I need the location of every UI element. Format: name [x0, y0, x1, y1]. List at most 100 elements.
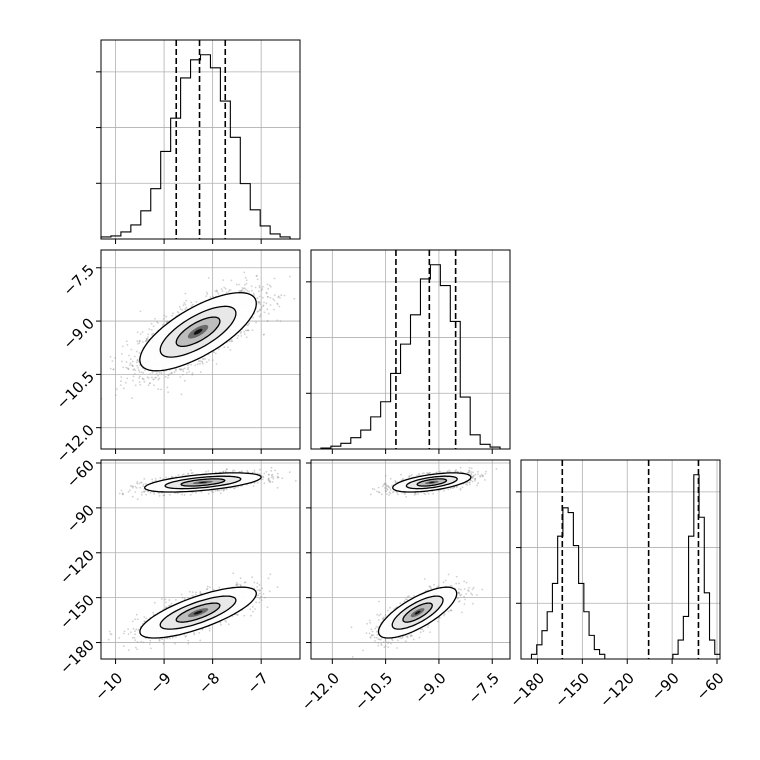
- sample-point: [214, 352, 217, 355]
- sample-point: [128, 489, 131, 492]
- sample-point: [170, 372, 173, 375]
- sample-point: [265, 302, 268, 305]
- sample-point: [182, 304, 185, 307]
- sample-point: [131, 365, 134, 367]
- sample-point: [158, 638, 161, 641]
- sample-point: [178, 305, 181, 308]
- sample-point: [118, 637, 121, 639]
- histogram-step: [311, 264, 510, 450]
- sample-point: [182, 473, 185, 476]
- sample-point: [252, 292, 255, 295]
- sample-point: [179, 369, 182, 371]
- sample-point: [256, 582, 259, 585]
- sample-point: [267, 287, 270, 290]
- sample-point: [262, 476, 265, 478]
- sample-point: [217, 292, 220, 295]
- sample-point: [181, 373, 184, 376]
- sample-point: [187, 366, 190, 369]
- sample-point: [136, 648, 138, 651]
- sample-point: [257, 589, 259, 591]
- sample-point: [281, 477, 284, 480]
- sample-point: [140, 493, 143, 496]
- sample-point: [115, 388, 118, 390]
- sample-point: [261, 288, 264, 291]
- sample-point: [223, 286, 226, 289]
- sample-point: [301, 575, 303, 577]
- sample-point: [162, 323, 164, 326]
- sample-point: [136, 350, 138, 353]
- sample-point: [205, 361, 208, 363]
- sample-point: [199, 360, 202, 362]
- sample-point: [153, 384, 156, 387]
- sample-point: [212, 588, 215, 591]
- sample-point: [181, 493, 184, 496]
- sample-point: [129, 485, 132, 487]
- sample-point: [151, 376, 153, 379]
- sample-point: [142, 483, 145, 486]
- sample-point: [266, 308, 269, 311]
- sample-point: [205, 470, 207, 473]
- sample-point: [269, 285, 272, 288]
- sample-point: [196, 363, 199, 366]
- sample-point: [256, 586, 258, 588]
- sample-point: [136, 498, 139, 500]
- sample-point: [252, 610, 254, 613]
- sample-point: [260, 599, 263, 602]
- sample-point: [266, 296, 269, 298]
- sample-point: [164, 375, 167, 378]
- sample-point: [110, 633, 113, 636]
- scatter-panel-0: −12.0−10.5−9.0−7.5: [53, 249, 301, 466]
- sample-point: [278, 295, 280, 298]
- sample-point: [171, 636, 174, 639]
- sample-point: [251, 329, 254, 331]
- sample-point: [183, 367, 186, 370]
- sample-point: [247, 329, 250, 332]
- sample-point: [122, 645, 125, 647]
- sample-point: [144, 482, 147, 485]
- sample-point: [276, 586, 279, 589]
- sample-point: [239, 290, 242, 292]
- sample-point: [256, 310, 259, 313]
- sample-point: [191, 303, 194, 306]
- sample-point: [209, 296, 212, 298]
- sample-point: [215, 363, 218, 365]
- sample-point: [109, 633, 112, 635]
- sample-point: [154, 376, 157, 379]
- sample-point: [176, 311, 179, 313]
- sample-point: [258, 601, 261, 604]
- sample-point: [195, 301, 198, 303]
- sample-point: [224, 470, 227, 472]
- sample-point: [139, 333, 142, 335]
- sample-point: [220, 288, 223, 290]
- sample-point: [199, 592, 202, 594]
- sample-point: [137, 367, 140, 369]
- sample-point: [111, 360, 114, 362]
- sample-point: [217, 348, 220, 350]
- sample-point: [288, 471, 291, 474]
- sample-point: [264, 596, 266, 599]
- sample-point: [276, 319, 279, 322]
- sample-point: [243, 287, 246, 289]
- sample-point: [200, 490, 203, 493]
- sample-point: [112, 368, 115, 371]
- hist-panel-1: [306, 249, 511, 454]
- sample-point: [213, 351, 216, 354]
- sample-point: [252, 485, 255, 487]
- sample-point: [277, 476, 280, 479]
- sample-point: [183, 379, 186, 382]
- sample-point: [185, 372, 188, 374]
- sample-point: [227, 346, 229, 349]
- sample-point: [246, 289, 249, 292]
- sample-point: [139, 339, 141, 342]
- sample-point: [206, 291, 208, 294]
- sample-point: [241, 287, 244, 289]
- sample-point: [273, 277, 276, 280]
- sample-point: [190, 301, 193, 304]
- sample-point: [267, 473, 270, 476]
- sample-point: [171, 314, 174, 317]
- sample-point: [263, 482, 266, 485]
- sample-point: [268, 474, 270, 476]
- sample-point: [135, 613, 138, 616]
- sample-point: [195, 591, 197, 594]
- sample-point: [258, 584, 261, 586]
